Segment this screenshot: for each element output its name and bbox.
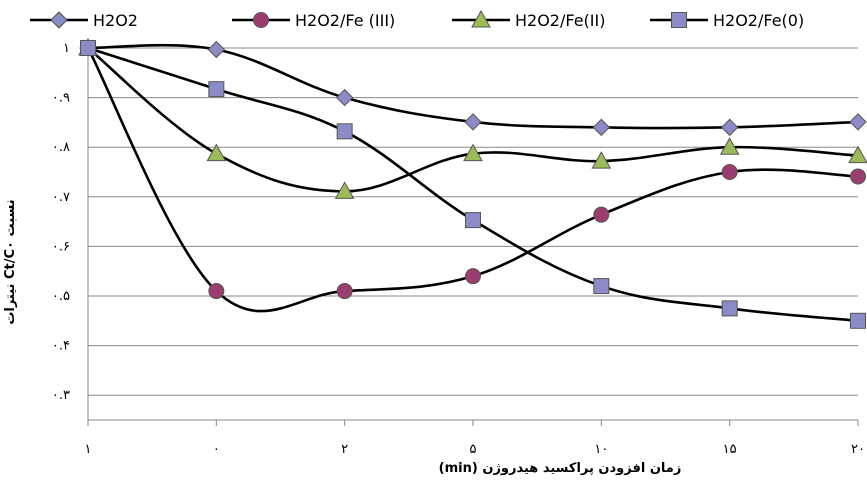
y-tick-label: ۰.۶ — [52, 239, 70, 254]
legend-label: H2O2/Fe(0) — [713, 11, 804, 30]
data-point — [592, 118, 611, 137]
data-point — [591, 151, 612, 169]
legend-label: H2O2/Fe(II) — [515, 11, 605, 30]
x-tick-label: ۲۰ — [851, 442, 865, 457]
y-tick-label: ۰.۷ — [52, 190, 70, 205]
data-point — [208, 81, 225, 98]
data-point — [206, 143, 227, 162]
y-tick-label: ۰.۹ — [52, 91, 70, 106]
legend-marker — [253, 12, 269, 28]
data-point — [336, 123, 353, 140]
legend-label: H2O2/Fe (III) — [295, 11, 395, 30]
series-group — [78, 37, 867, 329]
legend-label: H2O2 — [93, 11, 138, 30]
legend-marker — [471, 9, 491, 28]
legend-marker — [50, 11, 68, 29]
data-point — [464, 113, 482, 131]
data-point — [593, 278, 610, 295]
legend: H2O2 H2O2/Fe (III) H2O2/Fe(II) H2O2/Fe(0) — [30, 9, 804, 30]
x-tick-label: ۵ — [470, 442, 477, 457]
axes — [87, 48, 858, 421]
series-diamond — [79, 39, 867, 137]
series-circle — [80, 40, 866, 313]
data-point — [850, 168, 866, 185]
y-tick-label: ۰.۳ — [52, 388, 70, 403]
x-tick-label: ۲ — [341, 442, 348, 457]
data-point — [465, 212, 481, 229]
y-tick-label: ۰.۸ — [52, 140, 70, 155]
y-tick-label: ۰.۵ — [52, 289, 70, 304]
data-point — [721, 164, 738, 180]
data-point — [207, 40, 226, 59]
legend-item: H2O2/Fe(0) — [650, 11, 804, 30]
data-point — [593, 206, 610, 223]
data-point — [721, 300, 738, 317]
y-axis-title: نسبت Ct/C۰ نیترات — [3, 199, 18, 324]
data-point — [80, 40, 96, 56]
x-tick-label: ۱۵ — [723, 442, 737, 457]
y-tick-labels: ۰.۳ ۰.۴ ۰.۵ ۰.۶ ۰.۷ ۰.۸ ۰.۹ ۱ — [52, 41, 70, 403]
legend-item: H2O2/Fe (III) — [232, 11, 395, 30]
x-tick-labels: ۱ ۰ ۲ ۵ ۱۰ ۱۵ ۲۰ — [85, 420, 865, 457]
x-tick-label: ۰ — [213, 442, 220, 457]
data-point — [208, 283, 225, 300]
data-point — [720, 118, 739, 137]
data-point — [336, 283, 353, 300]
data-point — [465, 268, 481, 285]
data-point — [719, 137, 740, 155]
data-point — [334, 181, 355, 199]
legend-item: H2O2 — [30, 11, 138, 30]
y-tick-label: ۱ — [63, 41, 70, 56]
x-axis-title: زمان افزودن پراکسید هیدروژن (min) — [439, 461, 682, 476]
x-tick-label: ۱ — [85, 442, 92, 457]
data-point — [848, 145, 867, 164]
y-tick-label: ۰.۴ — [52, 339, 70, 354]
data-point — [850, 312, 866, 329]
data-point — [335, 88, 354, 107]
data-point — [463, 143, 483, 162]
data-point — [849, 113, 867, 131]
legend-item: H2O2/Fe(II) — [452, 9, 605, 30]
legend-marker — [671, 12, 687, 28]
x-tick-label: ۱۰ — [594, 442, 608, 457]
series-square — [80, 40, 866, 329]
